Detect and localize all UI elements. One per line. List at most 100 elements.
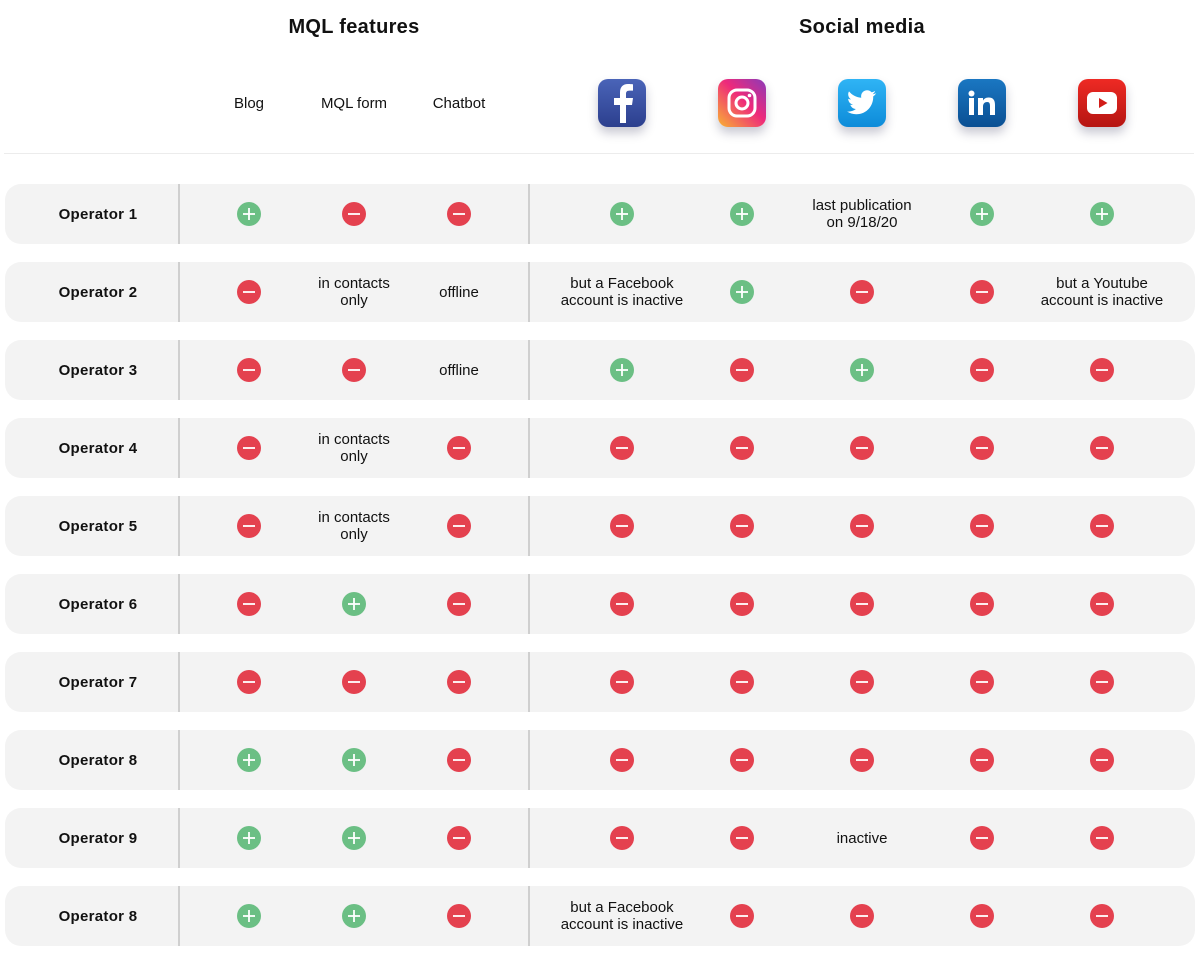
- table-row: Operator 3 offline: [5, 340, 1195, 400]
- cell-linkedin: [927, 886, 1037, 946]
- cell-youtube: [1017, 418, 1187, 478]
- cell-youtube: [1017, 652, 1187, 712]
- social-media-title: Social media: [799, 16, 925, 38]
- facebook-icon: [598, 79, 646, 127]
- minus-circle-icon: [447, 670, 471, 694]
- column-header-mql_form: MQL form: [320, 94, 388, 112]
- column-divider: [528, 262, 530, 322]
- minus-circle-icon: [970, 514, 994, 538]
- minus-circle-icon: [1090, 358, 1114, 382]
- cell-twitter: [782, 496, 942, 556]
- table-row: Operator 8 but a Facebook account is inac…: [5, 886, 1195, 946]
- minus-circle-icon: [850, 514, 874, 538]
- cell-mql_form: [299, 652, 409, 712]
- column-divider: [528, 574, 530, 634]
- minus-circle-icon: [730, 826, 754, 850]
- plus-circle-icon: [237, 826, 261, 850]
- column-divider: [178, 574, 180, 634]
- row-label: Operator 7: [58, 673, 138, 691]
- minus-circle-icon: [730, 436, 754, 460]
- cell-twitter: [782, 418, 942, 478]
- minus-circle-icon: [237, 592, 261, 616]
- minus-circle-icon: [237, 280, 261, 304]
- column-divider: [178, 418, 180, 478]
- table-row: Operator 5 in contacts only: [5, 496, 1195, 556]
- minus-circle-icon: [447, 826, 471, 850]
- column-divider: [178, 496, 180, 556]
- minus-circle-icon: [970, 436, 994, 460]
- minus-circle-icon: [610, 592, 634, 616]
- cell-linkedin: [927, 262, 1037, 322]
- table-row: Operator 9 inactive: [5, 808, 1195, 868]
- row-label: Operator 5: [58, 517, 138, 535]
- cell-twitter: [782, 652, 942, 712]
- row-label: Operator 1: [58, 205, 138, 223]
- cell-youtube: [1017, 574, 1187, 634]
- cell-note: in contacts only: [318, 431, 390, 465]
- row-label: Operator 9: [58, 829, 138, 847]
- minus-circle-icon: [610, 748, 634, 772]
- column-divider: [178, 184, 180, 244]
- column-divider: [178, 808, 180, 868]
- table-row: Operator 6: [5, 574, 1195, 634]
- minus-circle-icon: [447, 514, 471, 538]
- column-header-blog: Blog: [233, 94, 265, 112]
- minus-circle-icon: [342, 358, 366, 382]
- plus-circle-icon: [342, 592, 366, 616]
- minus-circle-icon: [342, 202, 366, 226]
- cell-chatbot: [409, 730, 509, 790]
- cell-mql_form: [299, 886, 409, 946]
- linkedin-icon: [958, 79, 1006, 127]
- cell-blog: [204, 808, 294, 868]
- cell-mql_form: in contacts only: [299, 262, 409, 322]
- table-row: Operator 4 in contacts only: [5, 418, 1195, 478]
- minus-circle-icon: [850, 592, 874, 616]
- cell-note: offline: [439, 283, 479, 301]
- column-header-twitter: [802, 78, 922, 128]
- cell-blog: [204, 262, 294, 322]
- cell-chatbot: offline: [409, 262, 509, 322]
- cell-linkedin: [927, 574, 1037, 634]
- cell-blog: [204, 652, 294, 712]
- plus-circle-icon: [342, 826, 366, 850]
- cell-instagram: [687, 886, 797, 946]
- minus-circle-icon: [447, 748, 471, 772]
- cell-mql_form: [299, 808, 409, 868]
- column-divider: [528, 418, 530, 478]
- cell-chatbot: [409, 574, 509, 634]
- column-divider: [178, 340, 180, 400]
- youtube-icon: [1078, 79, 1126, 127]
- cell-instagram: [687, 340, 797, 400]
- column-divider: [178, 262, 180, 322]
- minus-circle-icon: [850, 748, 874, 772]
- minus-circle-icon: [237, 358, 261, 382]
- minus-circle-icon: [730, 358, 754, 382]
- minus-circle-icon: [730, 904, 754, 928]
- minus-circle-icon: [1090, 592, 1114, 616]
- plus-circle-icon: [970, 202, 994, 226]
- minus-circle-icon: [342, 670, 366, 694]
- table-row: Operator 2 in contacts only offline but a F…: [5, 262, 1195, 322]
- cell-note: but a Youtube account is inactive: [1040, 275, 1164, 309]
- cell-mql_form: in contacts only: [299, 496, 409, 556]
- cell-linkedin: [927, 340, 1037, 400]
- column-header-facebook: [562, 78, 682, 128]
- cell-facebook: but a Facebook account is inactive: [537, 886, 707, 946]
- minus-circle-icon: [850, 436, 874, 460]
- minus-circle-icon: [610, 826, 634, 850]
- minus-circle-icon: [1090, 670, 1114, 694]
- row-label: Operator 2: [58, 283, 138, 301]
- plus-circle-icon: [237, 202, 261, 226]
- cell-youtube: [1017, 496, 1187, 556]
- cell-instagram: [687, 808, 797, 868]
- minus-circle-icon: [970, 670, 994, 694]
- minus-circle-icon: [730, 748, 754, 772]
- cell-twitter: [782, 262, 942, 322]
- cell-instagram: [687, 574, 797, 634]
- cell-twitter: [782, 340, 942, 400]
- cell-linkedin: [927, 808, 1037, 868]
- table-row: Operator 7: [5, 652, 1195, 712]
- cell-facebook: [537, 340, 707, 400]
- minus-circle-icon: [610, 670, 634, 694]
- cell-youtube: [1017, 184, 1187, 244]
